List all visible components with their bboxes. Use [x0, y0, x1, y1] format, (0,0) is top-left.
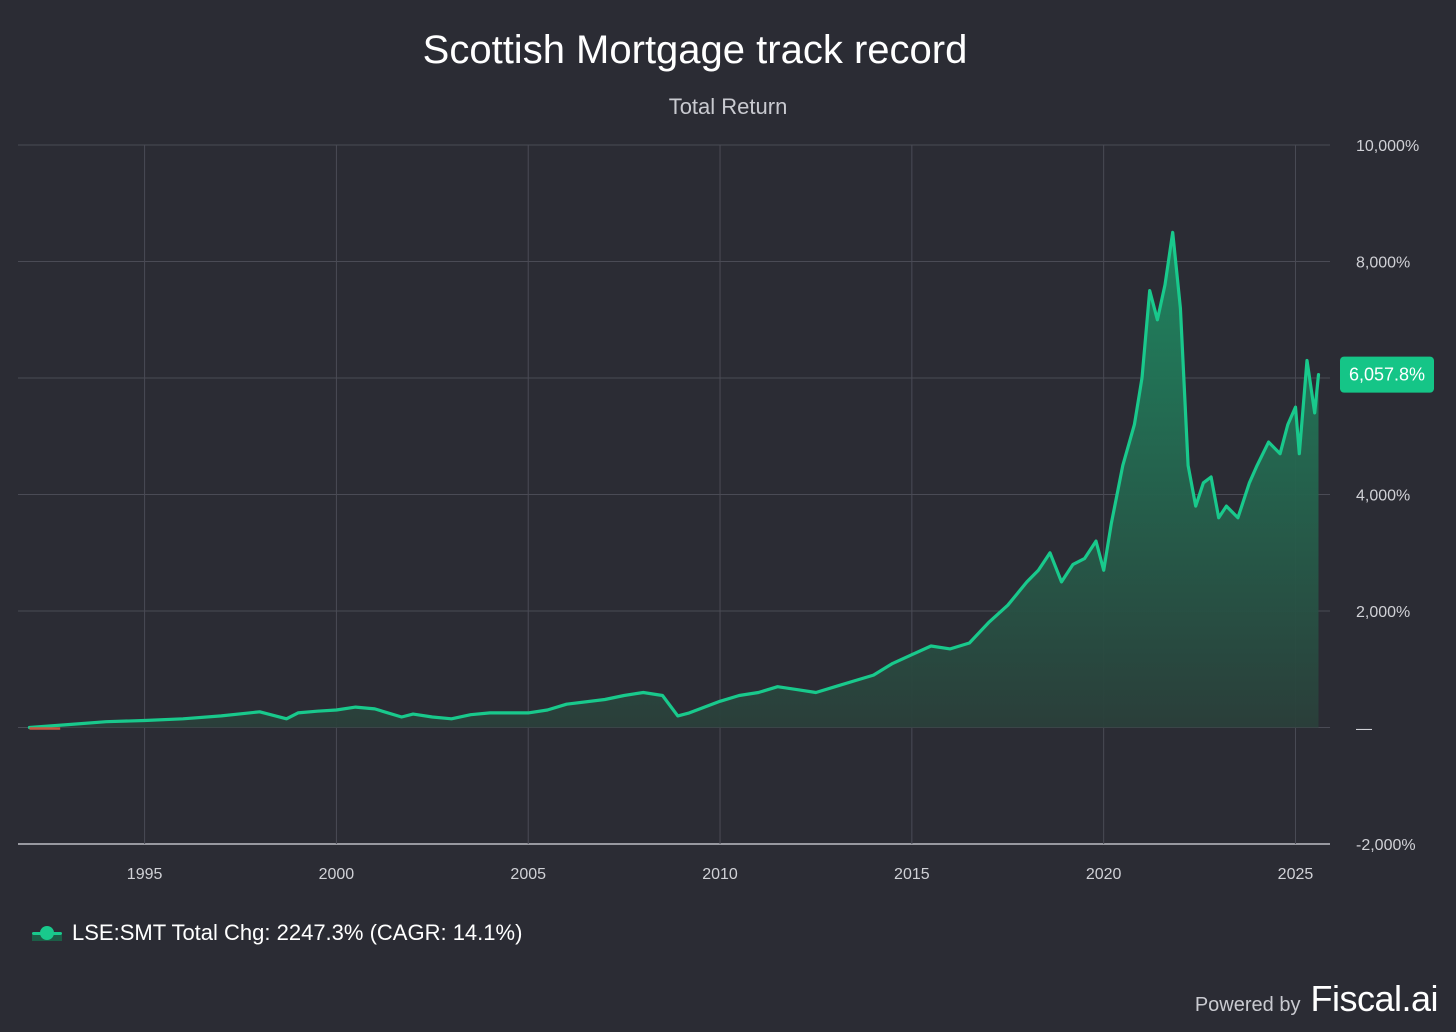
legend[interactable]: LSE:SMT Total Chg: 2247.3% (CAGR: 14.1%) — [32, 918, 522, 948]
x-tick-label: 2020 — [1086, 866, 1122, 883]
series-area — [29, 232, 1319, 728]
y-tick-label: 4,000% — [1356, 488, 1410, 505]
last-value-badge-group: 6,057.8% — [1340, 356, 1434, 393]
x-tick-label: 2005 — [510, 866, 546, 883]
area-layer — [29, 232, 1319, 728]
series-line — [27, 230, 1321, 730]
y-axis: 10,000% 8,000% 4,000% 2,000% — -2,000% — [1356, 138, 1419, 854]
y-tick-label: 2,000% — [1356, 604, 1410, 621]
x-tick-label: 2000 — [319, 866, 355, 883]
x-axis: 1995 2000 2005 2010 2015 2020 2025 — [127, 866, 1314, 883]
last-value-label: 6,057.8% — [1349, 365, 1425, 385]
legend-series-label: LSE:SMT Total Chg: 2247.3% (CAGR: 14.1%) — [72, 920, 523, 945]
legend-series-marker — [32, 922, 62, 944]
y-tick-label: 10,000% — [1356, 138, 1419, 155]
line-layer — [27, 230, 1321, 730]
powered-by-text: Powered by — [1194, 994, 1301, 1016]
y-tick-label: -2,000% — [1356, 837, 1416, 854]
fiscal-ai-logo: Fiscal.ai — [1310, 978, 1438, 1019]
y-tick-label: — — [1356, 721, 1372, 738]
x-tick-label: 2010 — [702, 866, 738, 883]
x-tick-label: 2025 — [1278, 866, 1314, 883]
chart-title: Scottish Mortgage track record — [422, 28, 968, 72]
chart-subtitle: Total Return — [668, 94, 788, 119]
y-tick-label: 8,000% — [1356, 255, 1410, 272]
x-tick-label: 2015 — [894, 866, 930, 883]
brand-footer[interactable]: Powered by Fiscal.ai — [1194, 978, 1439, 1020]
x-tick-label: 1995 — [127, 866, 163, 883]
last-value-badge — [1340, 356, 1434, 393]
